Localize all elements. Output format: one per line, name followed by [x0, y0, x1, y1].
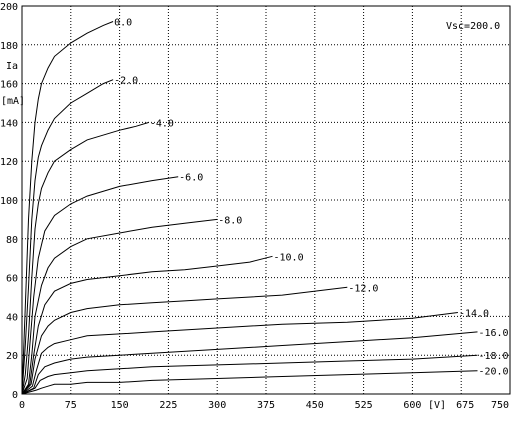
- series-line: [21, 255, 273, 395]
- series-line: [21, 370, 478, 395]
- plot-frame: [21, 5, 511, 395]
- y-tick-label: 180: [0, 41, 18, 52]
- series-label: -8.0: [218, 215, 242, 226]
- y-tick-label: 120: [0, 157, 18, 168]
- series-line: [21, 331, 478, 395]
- x-tick-label: 375: [257, 400, 275, 411]
- series-line: [21, 218, 218, 395]
- series-line: [21, 79, 114, 395]
- series-label: 0.0: [114, 18, 132, 29]
- x-tick-label: 75: [65, 400, 77, 411]
- y-tick-label: 80: [6, 235, 18, 246]
- series-line: [21, 354, 478, 395]
- series-group: 0.0 -2.0 -4.0 -6.0 -8.0 -10.0 -12.0 -14.0 -16.0 -…: [21, 18, 509, 395]
- series-line: [21, 312, 458, 395]
- y-tick-label: 100: [0, 196, 18, 207]
- axis-ticks: 0 75 150 225 300 375 450 525 600 675 750 0 20 40 60 80 1…: [0, 2, 509, 411]
- series-label: -6.0: [179, 173, 203, 184]
- series-label: -4.0: [150, 118, 174, 129]
- y-tick-label: 20: [6, 351, 18, 362]
- series-label: -18.0: [478, 351, 508, 362]
- y-tick-label: 60: [6, 274, 18, 285]
- x-tick-label: 675: [456, 400, 474, 411]
- y-tick-label: 40: [6, 312, 18, 323]
- x-tick-label: 450: [306, 400, 324, 411]
- series-label: -10.0: [274, 252, 304, 263]
- x-tick-label: 150: [111, 400, 129, 411]
- series-label: -20.0: [478, 367, 508, 378]
- y-tick-label: 0: [12, 390, 18, 401]
- y-tick-label: 140: [0, 118, 18, 129]
- series-label: -2.0: [114, 76, 138, 87]
- x-tick-label: 600: [403, 400, 421, 411]
- series-label: -16.0: [478, 328, 508, 339]
- y-tick-label: 160: [0, 80, 18, 91]
- x-tick-label: 225: [159, 400, 177, 411]
- grid: [22, 6, 510, 394]
- series-line: [21, 21, 114, 395]
- x-tick-label: 525: [355, 400, 373, 411]
- vsc-annotation: Vsc=200.0: [446, 21, 500, 32]
- series-label: -14.0: [459, 309, 489, 320]
- y-tick-label: 200: [0, 2, 18, 13]
- x-tick-label: 300: [208, 400, 226, 411]
- x-axis-label: [V]: [428, 400, 446, 411]
- series-line: [21, 286, 348, 395]
- series-line: [21, 176, 179, 395]
- series-line: [21, 121, 150, 395]
- series-label: -12.0: [348, 283, 378, 294]
- y-axis-label: Ia: [6, 61, 18, 72]
- y-axis-unit: [mA]: [1, 96, 25, 107]
- x-tick-label: 0: [19, 400, 25, 411]
- x-tick-label: 750: [491, 400, 509, 411]
